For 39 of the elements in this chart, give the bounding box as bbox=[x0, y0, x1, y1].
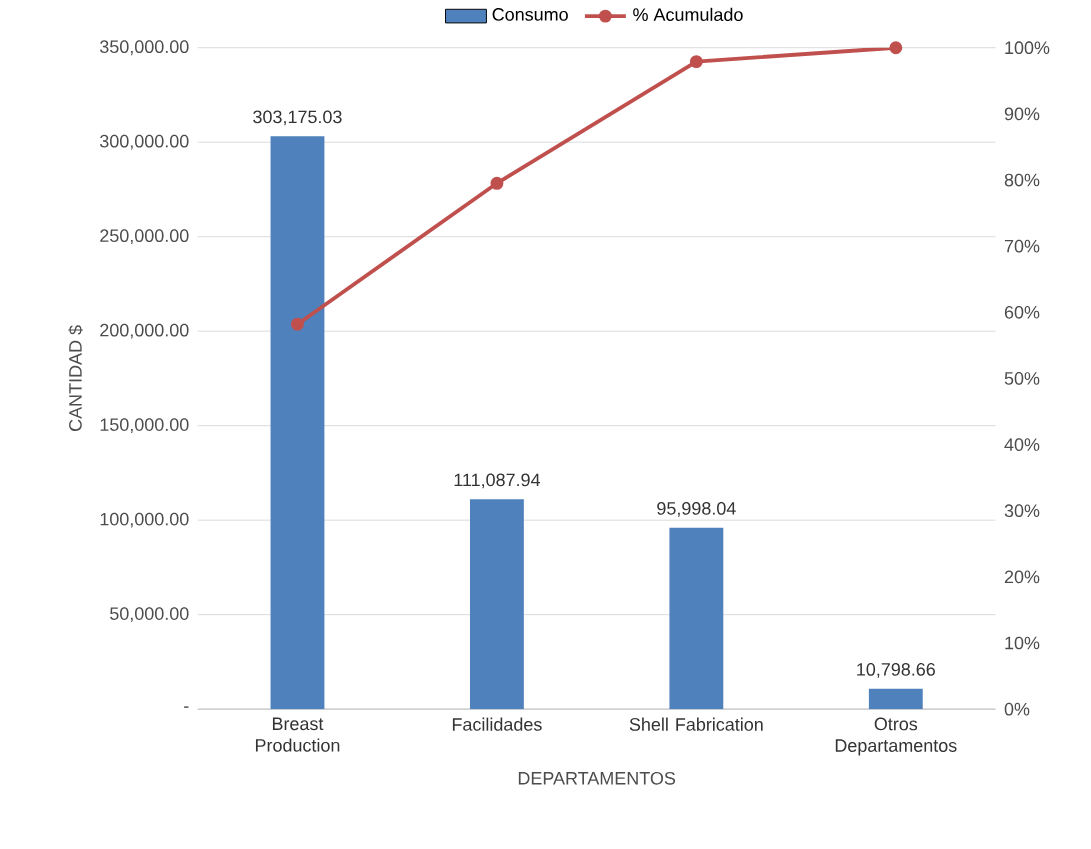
data-label: 10,798.66 bbox=[857, 663, 935, 678]
y2-tick-label: 0% bbox=[1004, 702, 1030, 716]
bar bbox=[469, 499, 524, 710]
data-label: 95,998.04 bbox=[657, 502, 736, 517]
data-label: 111,087.94 bbox=[454, 473, 541, 489]
y-tick-label: 150,000.00 bbox=[100, 418, 189, 434]
y2-tick-label: 20% bbox=[1004, 570, 1040, 584]
bar bbox=[270, 136, 325, 710]
bar bbox=[868, 688, 923, 710]
y-tick-label: - bbox=[184, 706, 189, 708]
y-tick-label: 200,000.00 bbox=[100, 323, 189, 339]
x-tick-label: Shell Fabrication bbox=[629, 717, 763, 731]
y2-tick-label: 90% bbox=[1004, 107, 1040, 121]
y-tick-label: 350,000.00 bbox=[100, 40, 189, 56]
point bbox=[889, 41, 903, 55]
y-axis-title: CANTIDAD $ bbox=[68, 325, 83, 431]
data-label: 303,175.03 bbox=[253, 110, 342, 126]
y-tick-label: 300,000.00 bbox=[100, 134, 189, 150]
point bbox=[291, 317, 304, 331]
y-tick-label: 100,000.00 bbox=[100, 512, 189, 528]
y2-tick-label: 80% bbox=[1004, 173, 1040, 187]
y2-tick-label: 60% bbox=[1004, 305, 1040, 319]
point bbox=[490, 176, 504, 190]
y2-tick-label: 70% bbox=[1004, 239, 1040, 253]
y2-tick-label: 10% bbox=[1005, 636, 1040, 650]
y2-tick-label: 100% bbox=[1005, 41, 1050, 55]
x-tick-label: Breast Production bbox=[255, 717, 340, 752]
y2-tick-label: 50% bbox=[1004, 372, 1040, 385]
point bbox=[689, 55, 703, 69]
y2-tick-label: 40% bbox=[1004, 438, 1040, 451]
legend-label: % Acumulado bbox=[633, 7, 743, 22]
y-tick-label: 50,000.00 bbox=[110, 607, 189, 623]
bar bbox=[669, 527, 724, 710]
legend-label: Consumo bbox=[492, 8, 568, 21]
x-axis-title: DEPARTAMENTOS bbox=[518, 771, 676, 785]
x-tick-label: Otros Departamentos bbox=[835, 717, 957, 756]
y-tick-label: 250,000.00 bbox=[100, 229, 189, 245]
y2-tick-label: 30% bbox=[1004, 504, 1040, 518]
x-tick-label: Facilidades bbox=[452, 717, 542, 731]
